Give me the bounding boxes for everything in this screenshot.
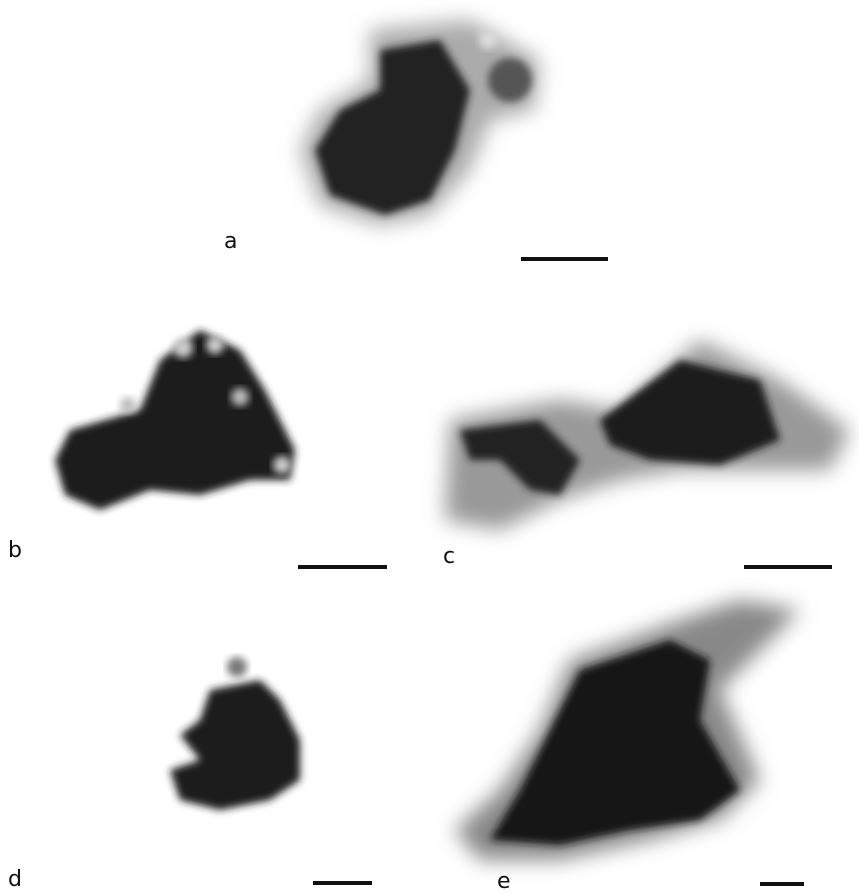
particle-c (445, 340, 850, 530)
panel-label: e (497, 869, 511, 894)
particle-d (170, 657, 300, 810)
particle-e (455, 600, 800, 860)
panel-label: d (8, 867, 22, 892)
particle-a (300, 20, 540, 225)
page: {"panels": [{"label": "a"}, {"label": "b… (0, 0, 859, 894)
panel-label: c (443, 544, 455, 569)
panel-label: b (8, 538, 22, 563)
particle-b (55, 330, 295, 510)
panel-label: a (224, 229, 237, 254)
figure: a b c d e (0, 0, 859, 894)
